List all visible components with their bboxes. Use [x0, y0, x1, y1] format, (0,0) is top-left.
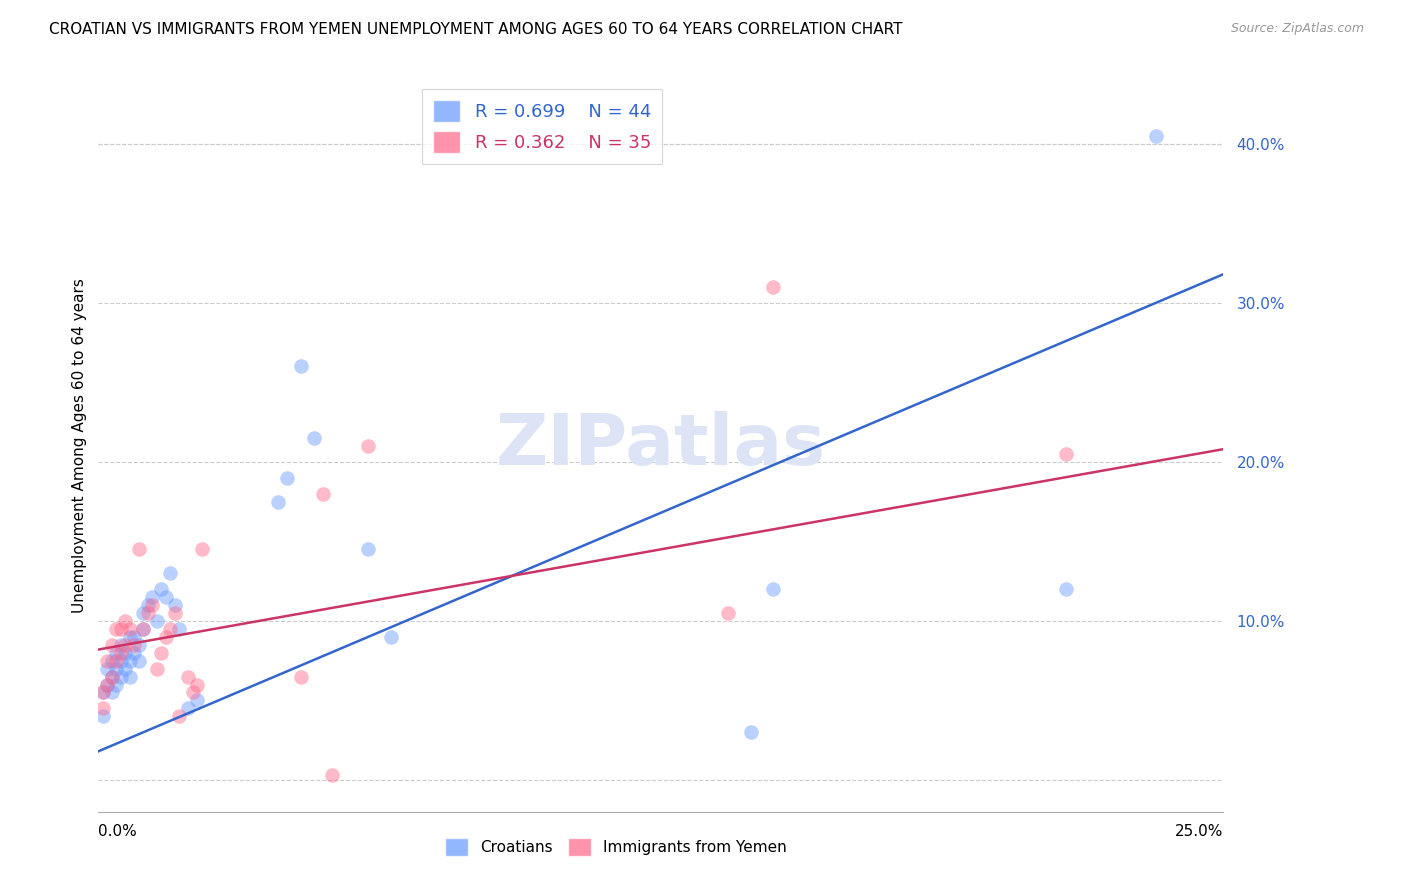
Point — [1054, 582, 1077, 596]
Point — [128, 638, 150, 652]
Point — [740, 725, 762, 739]
Point — [276, 471, 298, 485]
Point — [96, 654, 118, 668]
Text: CROATIAN VS IMMIGRANTS FROM YEMEN UNEMPLOYMENT AMONG AGES 60 TO 64 YEARS CORRELA: CROATIAN VS IMMIGRANTS FROM YEMEN UNEMPL… — [49, 22, 903, 37]
Point — [101, 638, 124, 652]
Point — [128, 654, 150, 668]
Point — [132, 622, 155, 636]
Point — [380, 630, 402, 644]
Legend: Croatians, Immigrants from Yemen: Croatians, Immigrants from Yemen — [439, 831, 793, 863]
Point — [110, 622, 132, 636]
Point — [177, 701, 200, 715]
Point — [105, 646, 128, 660]
Point — [91, 685, 114, 699]
Point — [169, 709, 191, 723]
Point — [101, 685, 124, 699]
Point — [762, 582, 785, 596]
Point — [132, 622, 155, 636]
Point — [290, 359, 312, 374]
Point — [118, 654, 141, 668]
Text: Source: ZipAtlas.com: Source: ZipAtlas.com — [1230, 22, 1364, 36]
Point — [124, 630, 146, 644]
Point — [96, 662, 118, 676]
Point — [290, 669, 312, 683]
Point — [132, 606, 155, 620]
Point — [186, 693, 208, 707]
Point — [105, 677, 128, 691]
Point — [163, 598, 186, 612]
Point — [159, 566, 181, 581]
Point — [1054, 447, 1077, 461]
Point — [136, 598, 159, 612]
Point — [181, 685, 204, 699]
Point — [124, 646, 146, 660]
Point — [96, 677, 118, 691]
Point — [141, 598, 163, 612]
Point — [91, 709, 114, 723]
Point — [717, 606, 740, 620]
Y-axis label: Unemployment Among Ages 60 to 64 years: Unemployment Among Ages 60 to 64 years — [72, 278, 87, 614]
Point — [304, 431, 326, 445]
Point — [96, 677, 118, 691]
Point — [128, 542, 150, 557]
Text: 25.0%: 25.0% — [1175, 824, 1223, 839]
Point — [150, 582, 173, 596]
Point — [136, 606, 159, 620]
Point — [177, 669, 200, 683]
Point — [124, 638, 146, 652]
Point — [110, 669, 132, 683]
Point — [312, 486, 335, 500]
Point — [110, 646, 132, 660]
Point — [114, 662, 136, 676]
Point — [91, 685, 114, 699]
Point — [105, 654, 128, 668]
Point — [114, 646, 136, 660]
Point — [118, 622, 141, 636]
Point — [91, 701, 114, 715]
Point — [146, 614, 169, 628]
Point — [159, 622, 181, 636]
Point — [163, 606, 186, 620]
Point — [155, 590, 177, 604]
Point — [357, 439, 380, 453]
Point — [186, 677, 208, 691]
Point — [357, 542, 380, 557]
Point — [101, 654, 124, 668]
Point — [150, 646, 173, 660]
Point — [118, 669, 141, 683]
Point — [191, 542, 214, 557]
Point — [110, 638, 132, 652]
Point — [114, 638, 136, 652]
Point — [101, 669, 124, 683]
Text: ZIPatlas: ZIPatlas — [496, 411, 825, 481]
Text: 0.0%: 0.0% — [98, 824, 138, 839]
Point — [141, 590, 163, 604]
Point — [1144, 128, 1167, 143]
Point — [169, 622, 191, 636]
Point — [267, 494, 290, 508]
Point — [110, 654, 132, 668]
Point — [321, 768, 343, 782]
Point — [762, 280, 785, 294]
Point — [105, 662, 128, 676]
Point — [118, 630, 141, 644]
Point — [114, 614, 136, 628]
Point — [146, 662, 169, 676]
Point — [101, 669, 124, 683]
Point — [155, 630, 177, 644]
Point — [105, 622, 128, 636]
